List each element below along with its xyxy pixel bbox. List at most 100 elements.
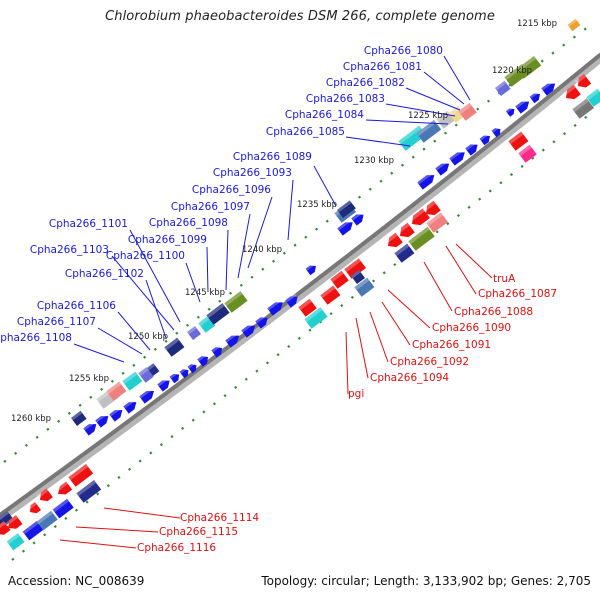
forward-gene-feature-shape [179, 369, 189, 379]
forward-gene-feature [337, 218, 353, 236]
forward-gene-feature-shape [305, 265, 316, 276]
outer-gene-feature [206, 303, 230, 325]
outer-tick [143, 355, 147, 359]
inner-tick [573, 123, 577, 128]
forward-gene-label: Cpha266_1097 [171, 201, 250, 213]
inner-tick [96, 492, 100, 496]
reverse-gene-feature-sheen [6, 533, 20, 545]
outer-gene-feature-sheen [122, 371, 138, 385]
forward-gene-feature [197, 353, 208, 367]
outer-tick [100, 387, 104, 391]
forward-gene-feature [109, 406, 123, 422]
outer-tick [357, 195, 362, 199]
reverse-gene-feature-shape [412, 208, 430, 226]
reverse-gene-feature [54, 481, 73, 495]
kbp-label: 1250 kbp [128, 332, 168, 342]
reverse-gene-feature-shape [426, 212, 448, 233]
outer-tick [271, 259, 276, 263]
outer-gene-feature [567, 18, 581, 32]
reverse-gene-feature [586, 88, 600, 107]
forward-gene-label-leader [423, 71, 465, 105]
outer-gene-feature-shape [138, 367, 154, 383]
forward-gene-feature [285, 293, 298, 308]
reverse-gene-feature [562, 84, 581, 100]
forward-gene-feature-shape [83, 424, 97, 436]
forward-gene-feature-sheen [187, 361, 196, 369]
forward-gene-feature [241, 321, 256, 338]
forward-gene-label: Cpha266_1083 [306, 93, 385, 105]
forward-gene-feature-sheen [241, 321, 255, 333]
outer-gene-feature-shape [164, 337, 185, 357]
reverse-gene-feature [396, 222, 415, 238]
forward-gene-feature-shape [541, 83, 556, 96]
outer-tick [261, 267, 265, 271]
map-title: Chlorobium phaeobacteroides DSM 266, com… [105, 9, 495, 24]
inner-tick [74, 508, 79, 512]
reverse-gene-feature-sheen [426, 212, 443, 227]
forward-gene-feature [169, 371, 180, 384]
forward-gene-feature-sheen [157, 377, 169, 387]
inner-tick [159, 443, 163, 447]
outer-gene-feature [138, 367, 154, 383]
forward-gene-label: Cpha266_1082 [326, 77, 405, 89]
label-lines [59, 55, 493, 549]
forward-gene-feature-shape [157, 380, 170, 392]
forward-gene-feature-shape [351, 214, 364, 226]
outer-gene-feature-shape [224, 291, 248, 313]
reverse-gene-feature-shape [58, 481, 73, 495]
reverse-gene-feature-sheen [0, 521, 6, 533]
forward-gene-label: Cpha266_1100 [106, 250, 185, 262]
genes-label: Genes: [510, 574, 553, 588]
reverse-gene-feature-sheen [384, 232, 398, 245]
forward-gene-feature-sheen [255, 314, 267, 324]
forward-gene-feature-sheen [95, 412, 108, 423]
reverse-gene-label-leader [345, 331, 349, 395]
outer-tick [411, 155, 415, 159]
inner-tick [202, 410, 206, 414]
reverse-gene-label: Cpha266_1094 [370, 372, 449, 384]
backbone-shadow [0, 53, 600, 523]
forward-gene-feature-sheen [123, 398, 136, 409]
inner-tick [276, 353, 280, 357]
inner-tick [499, 181, 503, 185]
genes-value: 2,705 [556, 574, 591, 588]
reverse-gene-feature-sheen [54, 481, 68, 493]
forward-gene-label: Cpha266_1108 [0, 332, 72, 344]
accession-value: NC_008639 [75, 574, 145, 588]
inner-tick [85, 500, 89, 504]
reverse-gene-feature [394, 243, 415, 263]
reverse-gene-label: Cpha266_1091 [412, 339, 491, 351]
forward-gene-feature [187, 361, 197, 374]
inner-tick [191, 418, 195, 422]
reverse-gene-feature-sheen [572, 98, 589, 113]
reverse-gene-feature-sheen [26, 501, 37, 511]
forward-gene-label-leader [443, 55, 471, 101]
reverse-gene-label-leader [355, 317, 369, 379]
backbone [0, 53, 600, 523]
outer-tick [46, 427, 50, 431]
outer-gene-feature-sheen [336, 200, 352, 213]
forward-gene-label: Cpha266_1080 [364, 45, 443, 57]
forward-gene-label-leader [313, 165, 337, 207]
inner-tick [446, 222, 450, 226]
outer-tick [293, 243, 297, 247]
forward-gene-feature-shape [123, 402, 137, 414]
forward-gene-feature-shape [169, 373, 180, 384]
reverse-gene-feature [408, 208, 430, 226]
forward-gene-label-leader [385, 103, 456, 117]
forward-gene-feature-shape [139, 390, 154, 404]
outer-tick [207, 307, 211, 311]
reverse-gene-feature [422, 200, 441, 216]
forward-gene-feature [305, 262, 316, 276]
outer-gene-feature-shape [336, 200, 356, 218]
inner-tick [382, 271, 386, 275]
forward-gene-feature [179, 366, 189, 379]
forward-gene-feature-shape [187, 364, 197, 374]
forward-gene-feature [435, 159, 450, 176]
outer-gene-feature-shape [458, 102, 477, 121]
forward-gene-feature-sheen [109, 406, 122, 417]
reverse-gene-feature-sheen [320, 285, 336, 299]
reverse-gene-feature-sheen [304, 307, 323, 323]
outer-tick [67, 411, 71, 415]
